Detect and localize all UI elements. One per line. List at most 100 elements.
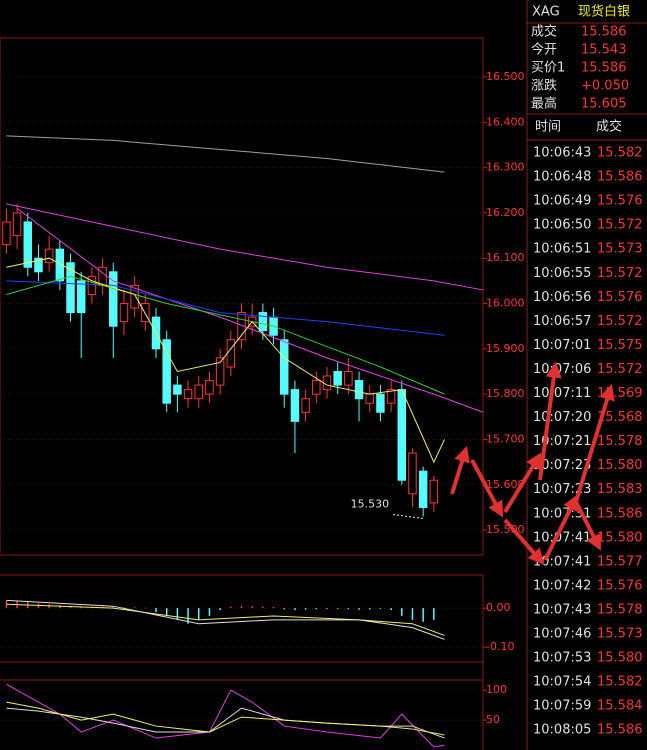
candle-body [322, 375, 332, 391]
y-tick-label: 16.400 [486, 115, 525, 128]
trade-price: 15.584 [597, 699, 643, 714]
instrument-name: 现货白银 [578, 4, 630, 20]
y-tick-label: 16.300 [486, 161, 525, 174]
quote-label: 买价1 [531, 61, 565, 76]
candle-body [226, 339, 236, 368]
annotation-leader [393, 513, 424, 519]
trade-price: 15.572 [597, 314, 643, 329]
table-header: 时间 [535, 120, 561, 135]
candle-body [23, 221, 33, 268]
y-tick-label: 16.000 [486, 297, 525, 310]
y-tick-label: 16.200 [486, 206, 525, 219]
trade-time: 10:07:41 [533, 530, 591, 545]
candle-body [354, 380, 364, 400]
arrow [450, 445, 470, 495]
trade-time: 10:07:23 [533, 458, 591, 473]
candle-body [215, 357, 225, 386]
candle-body [344, 370, 353, 386]
candle-body [301, 398, 310, 413]
trade-time: 10:06:49 [533, 194, 591, 209]
trade-price: 15.576 [597, 578, 643, 593]
quote-label: 今开 [531, 42, 557, 58]
symbol: XAG [532, 5, 560, 20]
candle-body [365, 393, 374, 404]
trade-price: 15.586 [597, 723, 643, 738]
candle-body [408, 452, 417, 495]
y-tick-label: 100 [486, 683, 507, 696]
trade-price: 15.582 [597, 146, 643, 161]
table-header: 成交 [596, 119, 622, 135]
indicator-line [6, 707, 445, 739]
candle-body [194, 384, 203, 400]
quote-value: 15.586 [581, 25, 627, 40]
arrow [503, 518, 545, 565]
y-tick-label: 15.800 [486, 387, 525, 400]
indicator-line [6, 683, 445, 748]
trade-time: 10:06:57 [533, 314, 591, 329]
arrow [573, 383, 615, 506]
quote-label: 最高 [531, 96, 557, 112]
y-tick-label: 16.500 [486, 70, 525, 83]
trade-price: 15.573 [597, 242, 643, 257]
candle-body [280, 339, 289, 395]
trade-price: 15.573 [597, 627, 643, 642]
candle-body [109, 271, 118, 327]
trade-price: 15.572 [597, 266, 643, 281]
quote-value: 15.605 [581, 97, 627, 112]
candle-body [333, 370, 342, 386]
candle-body [162, 339, 171, 404]
candle-body [290, 389, 300, 422]
trade-time: 10:07:42 [533, 578, 591, 593]
y-tick-label: -0.10 [486, 640, 514, 653]
indicator-line [6, 701, 445, 736]
trade-price: 15.576 [597, 194, 643, 209]
quote-label: 涨跌 [531, 78, 557, 94]
indicator-line [6, 280, 445, 336]
trade-price: 15.583 [597, 482, 643, 497]
trade-time: 10:07:20 [533, 410, 591, 425]
quote-value: +0.050 [581, 79, 629, 94]
trade-price: 15.580 [597, 651, 643, 666]
trade-time: 10:07:01 [533, 338, 591, 353]
indicator-line [6, 257, 445, 464]
indicator-line [6, 203, 484, 291]
trade-time: 10:07:43 [533, 602, 591, 617]
indicator-line [6, 275, 445, 395]
y-tick-label: 15.600 [486, 478, 525, 491]
trade-time: 10:07:59 [533, 699, 591, 714]
trade-time: 10:06:43 [533, 146, 591, 161]
candle-body [12, 212, 22, 237]
trade-time: 10:07:54 [533, 675, 591, 690]
indicator-line [6, 135, 445, 173]
arrow [573, 499, 601, 551]
trade-price: 15.586 [597, 170, 643, 185]
candle-body [429, 479, 439, 504]
trade-time: 10:06:48 [533, 170, 591, 185]
trade-price: 15.568 [597, 410, 643, 425]
candle-body [34, 257, 43, 273]
trade-price: 15.572 [597, 362, 643, 377]
trade-price: 15.569 [597, 386, 643, 401]
trade-time: 10:07:06 [533, 362, 591, 377]
trade-time: 10:07:53 [533, 651, 591, 666]
candle-body [418, 470, 428, 508]
y-tick-label: 16.100 [486, 251, 525, 264]
indicator-line [6, 603, 445, 636]
y-tick-label: 0.00 [486, 601, 511, 614]
candle-body [386, 389, 396, 404]
trade-price: 15.580 [597, 458, 643, 473]
candle-body [87, 275, 97, 295]
trade-time: 10:08:05 [533, 723, 591, 738]
candle-body [119, 303, 129, 323]
candle-body [44, 248, 54, 264]
y-tick-label: 15.700 [486, 432, 525, 445]
candle-body [130, 284, 139, 309]
trade-time: 10:07:11 [533, 386, 591, 401]
candle-body [183, 389, 193, 400]
trade-time: 10:07:21 [533, 434, 591, 449]
trade-time: 10:06:55 [533, 266, 591, 281]
main-frame [0, 37, 484, 556]
candle-body [76, 280, 86, 314]
